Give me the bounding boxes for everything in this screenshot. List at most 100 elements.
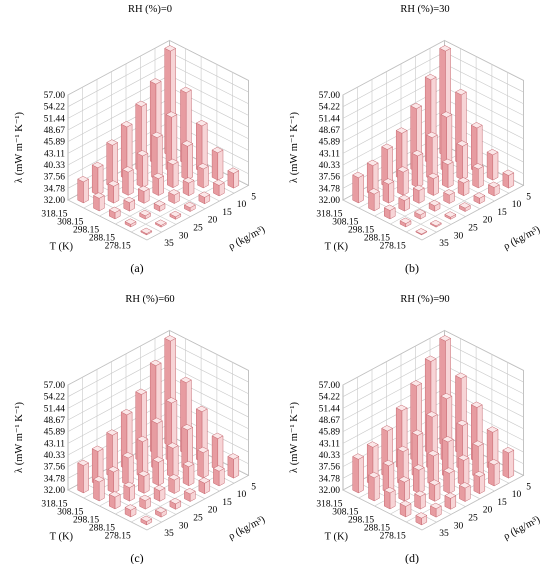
z-tick-label: 34.78 <box>44 474 66 484</box>
bar-face-front <box>83 462 89 494</box>
z-tick-label: 45.89 <box>44 138 66 148</box>
bar-face-top <box>472 163 485 170</box>
rho-tick-label: 10 <box>237 200 247 210</box>
z-gridline <box>342 330 524 386</box>
chart-title: RH (%)=90 <box>400 294 449 305</box>
bar-face-top <box>136 150 149 157</box>
bar-face-side <box>138 473 145 494</box>
bar-face-front <box>373 190 380 212</box>
bar <box>441 158 454 189</box>
bar <box>136 435 149 478</box>
bar <box>106 139 119 188</box>
bar <box>150 131 163 181</box>
bar-face-front <box>127 169 134 196</box>
bar <box>367 471 380 502</box>
z-tick-label: 32.00 <box>319 196 341 206</box>
bar-face-side <box>488 461 495 487</box>
z-tick-label: 32.00 <box>44 486 66 496</box>
bar-face-top <box>135 100 148 107</box>
bar-face-top <box>486 148 499 156</box>
bar <box>181 424 194 471</box>
bar-face-side <box>426 134 433 181</box>
T-tick-label: 308.15 <box>332 507 358 517</box>
bar-face-top <box>396 166 409 173</box>
bar-face-top <box>383 204 396 211</box>
bar-face-top <box>108 206 121 213</box>
bar-face-top <box>179 86 192 94</box>
bar <box>382 178 395 204</box>
bar-face-front <box>418 467 425 494</box>
bar-face-top <box>181 424 194 431</box>
bar-face-front <box>127 454 134 486</box>
bar <box>182 177 195 197</box>
bar <box>197 446 210 479</box>
rho-tick-label: 5 <box>251 482 256 492</box>
bar <box>398 476 411 502</box>
bar-face-top <box>439 335 452 342</box>
bar-face-top <box>91 445 104 452</box>
bar-face-top <box>398 476 411 483</box>
z-tick-label: 34.78 <box>319 184 341 194</box>
bar <box>169 210 182 220</box>
z-tick-label: 51.44 <box>44 404 66 414</box>
bar-face-side <box>77 462 84 494</box>
bar <box>211 146 224 181</box>
bar-face-side <box>457 457 465 487</box>
bar <box>91 161 104 196</box>
bar-face-top <box>153 200 166 207</box>
bar <box>352 453 365 494</box>
bar-face-side <box>152 459 159 486</box>
T-axis-label: T (K) <box>50 241 74 252</box>
bar-face-top <box>107 180 120 187</box>
bar-face-front <box>508 449 515 479</box>
rho-tick-label: 10 <box>237 490 247 500</box>
T-tick-label: 288.15 <box>364 233 390 243</box>
bar-face-side <box>352 174 359 204</box>
chart-title: RH (%)=30 <box>400 4 449 15</box>
bar-face-front <box>187 143 193 181</box>
bar-face-top <box>137 470 150 477</box>
bar-face-front <box>447 161 454 189</box>
bar-face-top <box>352 171 365 179</box>
bar <box>77 175 90 204</box>
bar-face-top <box>458 202 471 209</box>
bar <box>168 474 181 494</box>
bar <box>415 228 428 236</box>
z-tick-label: 43.11 <box>44 149 65 159</box>
bar <box>383 204 396 220</box>
bar-face-side <box>182 463 190 487</box>
bar-face-top <box>211 432 224 439</box>
bar-face-side <box>486 151 494 181</box>
bar-face-top <box>427 172 440 180</box>
rho-tick-label: 20 <box>208 216 218 226</box>
bar <box>487 458 500 487</box>
bar <box>443 189 456 204</box>
T-tick-label: 298.15 <box>73 225 99 235</box>
rho-tick-label: 30 <box>454 231 464 241</box>
rho-tick-label: 5 <box>251 192 256 202</box>
bar <box>212 179 225 197</box>
bar-face-front <box>358 174 364 204</box>
bar-face-top <box>195 405 208 413</box>
T-tick-label: 298.15 <box>73 515 99 525</box>
bar-face-top <box>429 502 442 510</box>
bar-face-top <box>139 209 152 217</box>
bar <box>444 492 457 510</box>
z-axis-label: λ (mW m⁻¹ K⁻¹) <box>289 112 300 183</box>
bar-face-top <box>179 376 192 384</box>
bar-face-top <box>212 465 225 472</box>
bar-face-side <box>136 152 143 188</box>
bar <box>182 460 195 487</box>
bar <box>153 484 166 502</box>
bar-face-top <box>92 476 105 483</box>
bar-face-top <box>166 158 179 165</box>
bar-face-front <box>463 457 470 487</box>
chart-title: RH (%)=0 <box>128 4 172 15</box>
bar <box>428 199 441 212</box>
z-axis-label: λ (mW m⁻¹ K⁻¹) <box>14 112 25 183</box>
T-tick-label: 278.15 <box>105 531 131 541</box>
bar-face-top <box>367 188 380 195</box>
T-tick-label: 318.15 <box>316 499 342 509</box>
bar-face-top <box>91 161 104 169</box>
